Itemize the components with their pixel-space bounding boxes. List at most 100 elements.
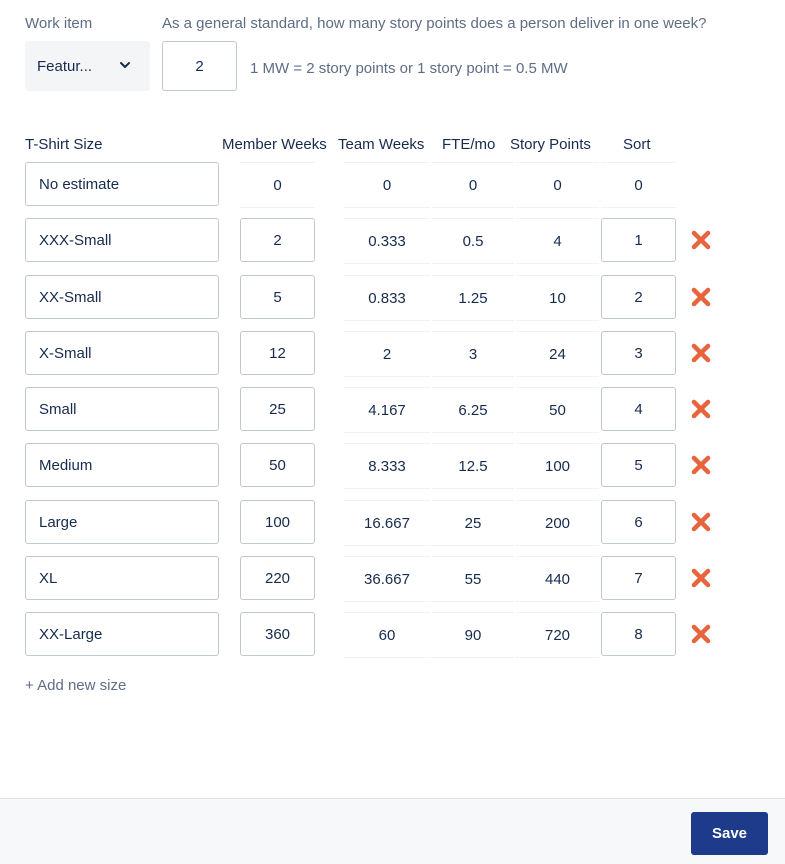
fte-value: 12.5 xyxy=(432,443,514,489)
delete-row-icon[interactable] xyxy=(690,286,712,308)
size-name-value: XL xyxy=(39,569,58,587)
size-name-input[interactable]: Small xyxy=(25,387,219,431)
fte-value: 25 xyxy=(432,500,514,546)
size-name-value: Medium xyxy=(39,456,93,474)
sort-value: 7 xyxy=(634,569,643,587)
member-weeks-input[interactable]: 360 xyxy=(240,612,315,656)
member-weeks-value: 5 xyxy=(273,288,282,306)
story-points-value: 50 xyxy=(516,387,599,433)
header-fte-mo: FTE/mo xyxy=(442,136,496,153)
size-name-value: XX-Small xyxy=(39,288,102,306)
member-weeks-value: 100 xyxy=(264,513,291,531)
member-weeks-value: 25 xyxy=(269,400,286,418)
delete-row-icon[interactable] xyxy=(690,342,712,364)
size-name-input[interactable]: No estimate xyxy=(25,162,219,206)
size-name-input[interactable]: XX-Large xyxy=(25,612,219,656)
sort-value: 6 xyxy=(634,513,643,531)
sort-value: 5 xyxy=(634,456,643,474)
fte-value: 0 xyxy=(432,162,514,208)
story-points-value: 10 xyxy=(516,275,599,321)
story-points-question: As a general standard, how many story po… xyxy=(162,15,707,32)
sort-input[interactable]: 2 xyxy=(601,275,676,319)
member-weeks-input[interactable]: 50 xyxy=(240,443,315,487)
member-weeks-input[interactable]: 12 xyxy=(240,331,315,375)
member-weeks-input[interactable]: 25 xyxy=(240,387,315,431)
size-name-input[interactable]: Large xyxy=(25,500,219,544)
size-name-value: X-Small xyxy=(39,344,92,362)
fte-value: 3 xyxy=(432,331,514,377)
size-name-input[interactable]: XL xyxy=(25,556,219,600)
member-weeks-input[interactable]: 5 xyxy=(240,275,315,319)
member-weeks-value: 50 xyxy=(269,456,286,474)
member-weeks-value: 360 xyxy=(264,625,291,643)
story-points-per-week-value: 2 xyxy=(195,57,204,75)
team-weeks-value: 2 xyxy=(344,331,430,377)
story-points-value: 200 xyxy=(516,500,599,546)
delete-row-icon[interactable] xyxy=(690,623,712,645)
header-member-weeks: Member Weeks xyxy=(222,136,327,153)
member-weeks-value: 220 xyxy=(264,569,291,587)
story-points-value: 4 xyxy=(516,218,599,264)
member-weeks-value: 12 xyxy=(269,344,286,362)
sort-input[interactable]: 1 xyxy=(601,218,676,262)
team-weeks-value: 36.667 xyxy=(344,556,430,602)
fte-value: 0.5 xyxy=(432,218,514,264)
sort-value: 0 xyxy=(601,162,676,208)
fte-value: 1.25 xyxy=(432,275,514,321)
delete-row-icon[interactable] xyxy=(690,229,712,251)
member-weeks-input[interactable]: 100 xyxy=(240,500,315,544)
size-name-input[interactable]: XXX-Small xyxy=(25,218,219,262)
size-name-value: Small xyxy=(39,400,77,418)
work-item-select-value: Featur... xyxy=(37,57,93,75)
story-points-value: 440 xyxy=(516,556,599,602)
member-weeks-input[interactable]: 220 xyxy=(240,556,315,600)
sort-input[interactable]: 3 xyxy=(601,331,676,375)
sort-value: 3 xyxy=(634,344,643,362)
fte-value: 90 xyxy=(432,612,514,658)
member-weeks-value: 2 xyxy=(273,231,282,249)
sort-value: 2 xyxy=(634,288,643,306)
story-points-per-week-input[interactable]: 2 xyxy=(162,41,237,91)
team-weeks-value: 60 xyxy=(344,612,430,658)
sort-input[interactable]: 4 xyxy=(601,387,676,431)
team-weeks-value: 8.333 xyxy=(344,443,430,489)
header-team-weeks: Team Weeks xyxy=(338,136,425,153)
conversion-hint: 1 MW = 2 story points or 1 story point =… xyxy=(250,60,568,77)
size-name-input[interactable]: X-Small xyxy=(25,331,219,375)
size-name-value: No estimate xyxy=(39,175,120,193)
delete-row-icon[interactable] xyxy=(690,567,712,589)
size-name-input[interactable]: Medium xyxy=(25,443,219,487)
add-new-size-link[interactable]: + Add new size xyxy=(25,677,127,694)
delete-row-icon[interactable] xyxy=(690,511,712,533)
chevron-down-icon xyxy=(120,62,130,68)
team-weeks-value: 0.833 xyxy=(344,275,430,321)
fte-value: 6.25 xyxy=(432,387,514,433)
save-button[interactable]: Save xyxy=(691,812,768,855)
story-points-value: 720 xyxy=(516,612,599,658)
size-name-value: XX-Large xyxy=(39,625,103,643)
sort-value: 8 xyxy=(634,625,643,643)
header-tshirt-size: T-Shirt Size xyxy=(25,136,103,153)
work-item-label: Work item xyxy=(25,15,93,32)
size-name-value: Large xyxy=(39,513,78,531)
header-sort: Sort xyxy=(623,136,651,153)
size-name-value: XXX-Small xyxy=(39,231,112,249)
member-weeks-input[interactable]: 2 xyxy=(240,218,315,262)
work-item-select[interactable]: Featur... xyxy=(25,41,150,91)
team-weeks-value: 4.167 xyxy=(344,387,430,433)
sort-value: 1 xyxy=(634,231,643,249)
story-points-value: 24 xyxy=(516,331,599,377)
sort-input[interactable]: 6 xyxy=(601,500,676,544)
delete-row-icon[interactable] xyxy=(690,398,712,420)
sort-input[interactable]: 7 xyxy=(601,556,676,600)
size-name-input[interactable]: XX-Small xyxy=(25,275,219,319)
team-weeks-value: 16.667 xyxy=(344,500,430,546)
sort-input[interactable]: 8 xyxy=(601,612,676,656)
delete-row-icon[interactable] xyxy=(690,454,712,476)
story-points-value: 0 xyxy=(516,162,599,208)
footer-bar xyxy=(0,798,785,864)
team-weeks-value: 0 xyxy=(344,162,430,208)
sort-input[interactable]: 5 xyxy=(601,443,676,487)
header-story-points: Story Points xyxy=(510,136,591,153)
sort-value: 4 xyxy=(634,400,643,418)
